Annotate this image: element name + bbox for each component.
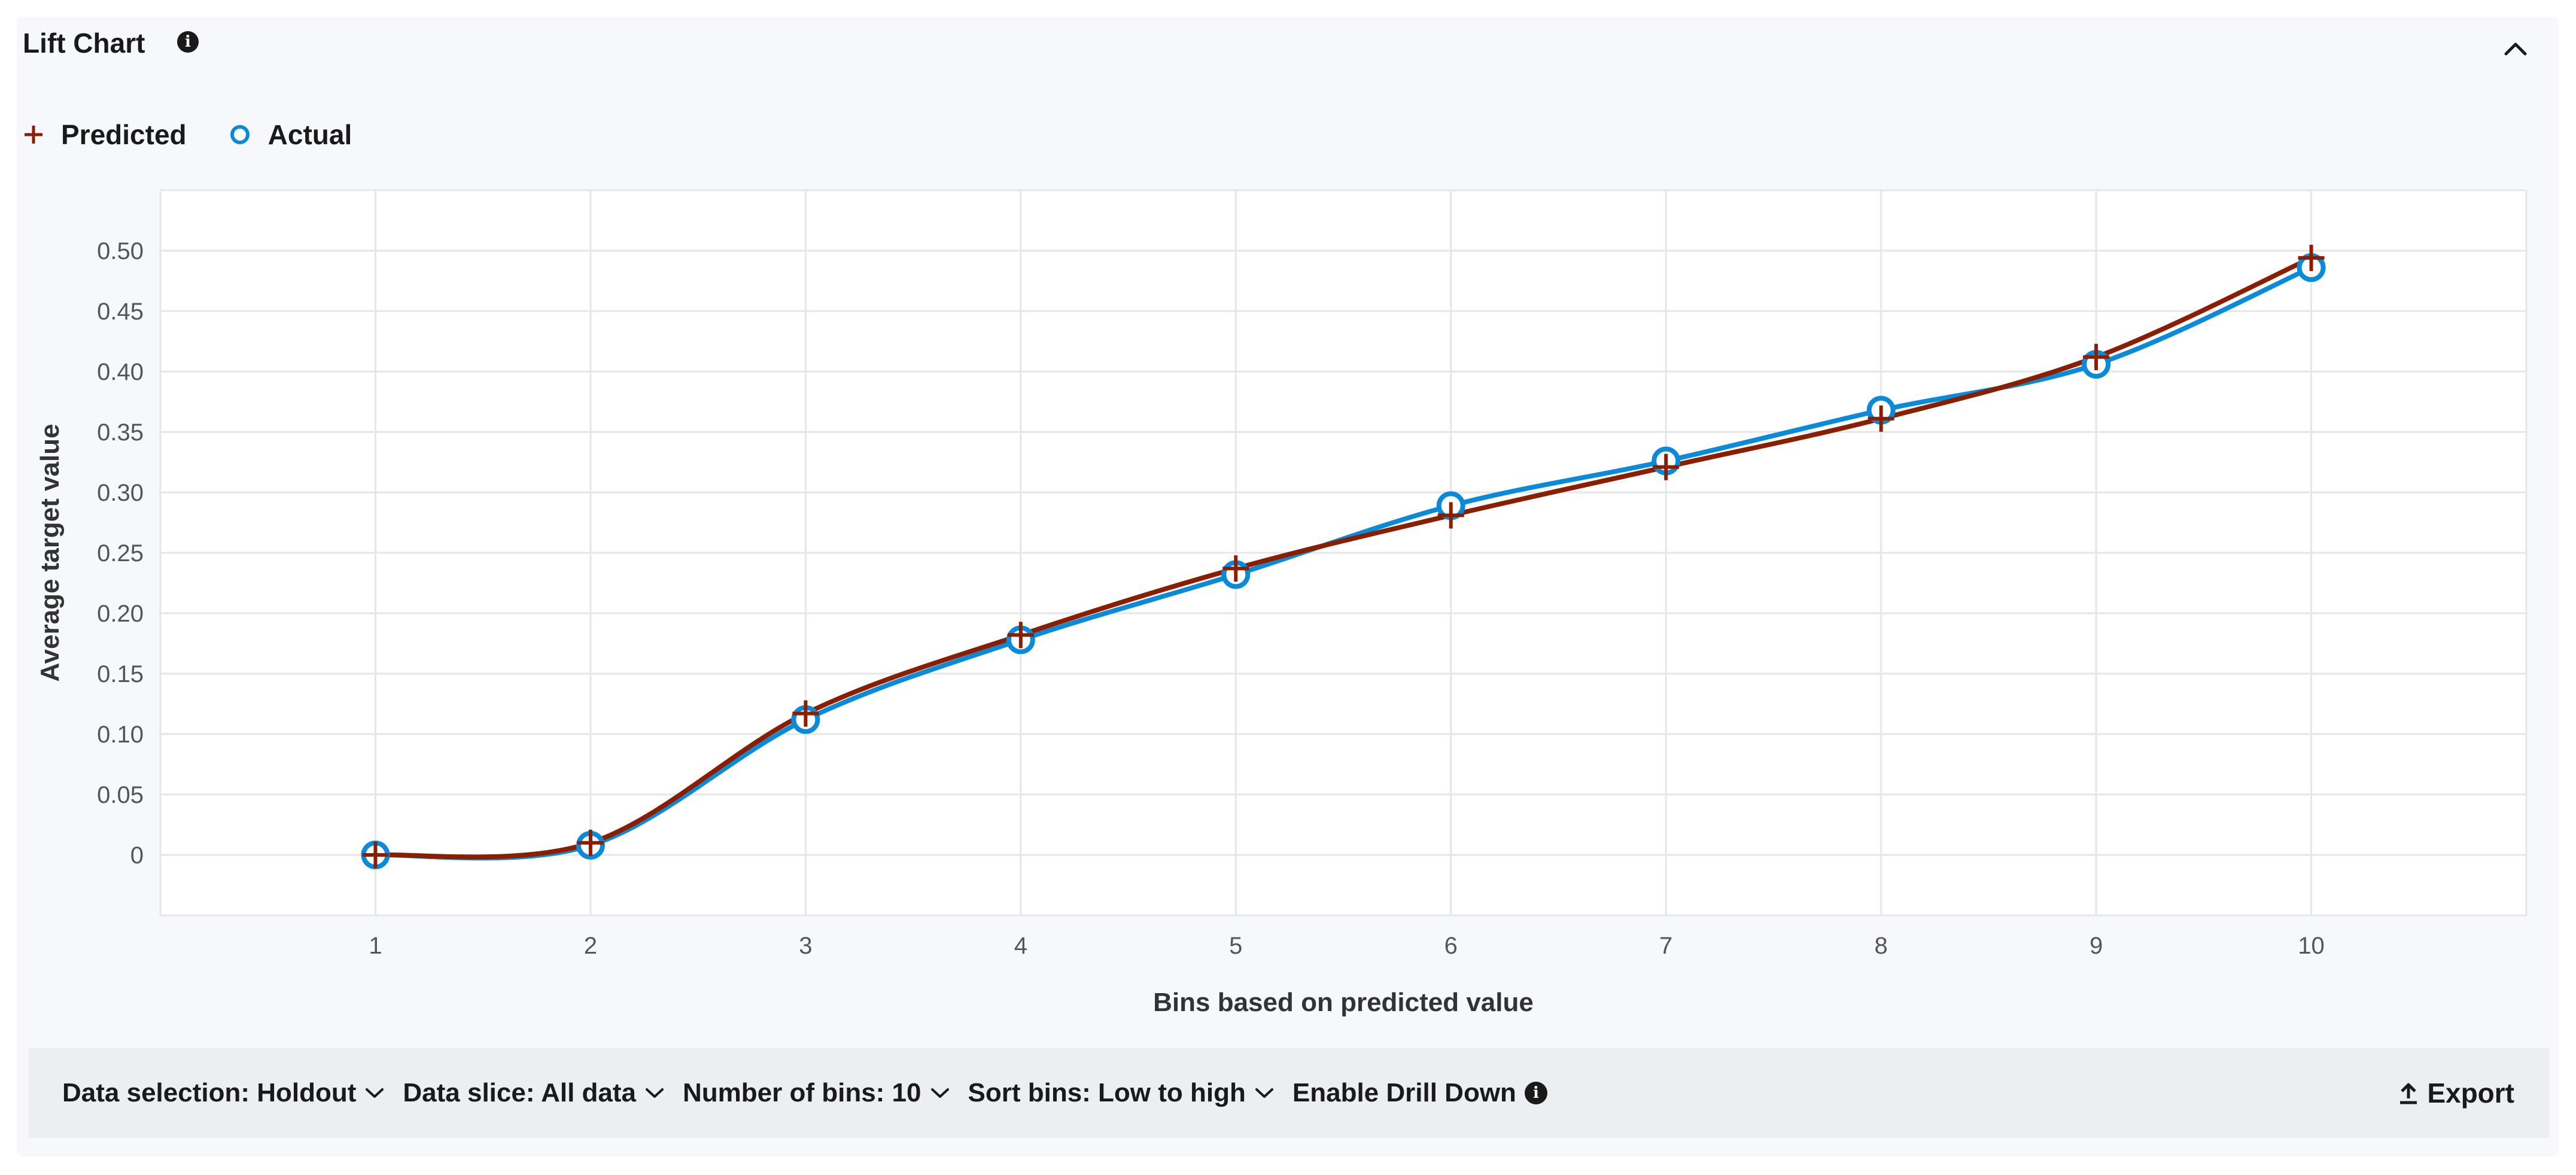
data-point-predicted [792,700,819,727]
data-point-predicted [2083,343,2110,370]
x-tick-label: 5 [1229,933,1242,959]
y-axis-label: Average target value [35,424,65,681]
export-label: Export [2427,1077,2514,1109]
y-tick-label: 0.05 [97,782,144,808]
enable-drill-down-toggle[interactable]: Enable Drill Down i [1292,1078,1547,1108]
y-tick-label: 0.10 [97,722,144,748]
x-tick-label: 9 [2090,933,2103,959]
series-line-predicted [373,255,2314,860]
data-point-predicted [1437,502,1464,529]
x-tick-label: 6 [1444,933,1458,959]
x-tick-label: 2 [584,933,597,959]
circle-icon [230,125,250,144]
page-title: Lift Chart [23,28,145,59]
data-point-predicted [1868,405,1894,432]
chevron-down-icon [646,1088,664,1098]
y-tick-label: 0.25 [97,540,144,567]
sort-bins-dropdown[interactable]: Sort bins: Low to high [968,1078,1275,1108]
chevron-up-icon[interactable] [2501,36,2530,60]
x-tick-label: 3 [799,933,812,959]
chevron-down-icon [1255,1088,1273,1098]
data-point-predicted [1222,555,1249,582]
data-point-predicted [577,829,604,856]
legend-item-actual[interactable]: Actual [229,118,352,151]
y-tick-label: 0.20 [97,601,144,627]
x-tick-label: 4 [1014,933,1027,959]
number-of-bins-label: Number of bins: 10 [683,1078,921,1107]
y-tick-label: 0.50 [97,238,144,264]
info-icon[interactable]: i [1524,1082,1547,1104]
plus-icon [25,126,42,144]
y-tick-label: 0 [130,842,144,869]
data-point-predicted [2298,245,2325,272]
export-icon [2400,1083,2417,1104]
export-button[interactable]: Export [2398,1077,2514,1109]
y-tick-label: 0.45 [97,299,144,325]
x-tick-label: 7 [1659,933,1672,959]
data-slice-dropdown[interactable]: Data slice: All data [403,1078,665,1108]
chevron-down-icon [366,1088,384,1098]
y-tick-label: 0.40 [97,359,144,385]
number-of-bins-dropdown[interactable]: Number of bins: 10 [683,1078,950,1108]
lift-chart: 0 0.05 0.10 0.15 0.20 0.25 0.30 0.35 0.40 0.45 0.5… [35,189,2528,1017]
info-icon[interactable]: i [177,31,199,53]
x-tick-label: 10 [2298,933,2325,959]
enable-drill-down-label: Enable Drill Down [1292,1078,1516,1107]
legend-label: Predicted [61,119,187,150]
data-point-predicted [1653,453,1680,480]
y-tick-label: 0.30 [97,480,144,506]
x-tick-label: 1 [369,933,382,959]
sort-bins-label: Sort bins: Low to high [968,1078,1246,1107]
data-point-predicted [362,842,389,868]
chart-legend: Predicted Actual [23,118,394,151]
x-axis-label: Bins based on predicted value [1153,988,1534,1017]
y-tick-label: 0.15 [97,661,144,687]
y-tick-label: 0.35 [97,419,144,446]
x-tick-label: 8 [1875,933,1888,959]
legend-label: Actual [267,119,352,150]
data-point-predicted [1007,622,1034,649]
data-slice-label: Data slice: All data [403,1078,636,1107]
data-selection-label: Data selection: Holdout [62,1078,357,1107]
legend-item-predicted[interactable]: Predicted [23,118,187,151]
data-selection-dropdown[interactable]: Data selection: Holdout [62,1078,385,1108]
chevron-down-icon [930,1088,949,1098]
chart-toolbar: Data selection: Holdout Data slice: All … [29,1048,2549,1138]
